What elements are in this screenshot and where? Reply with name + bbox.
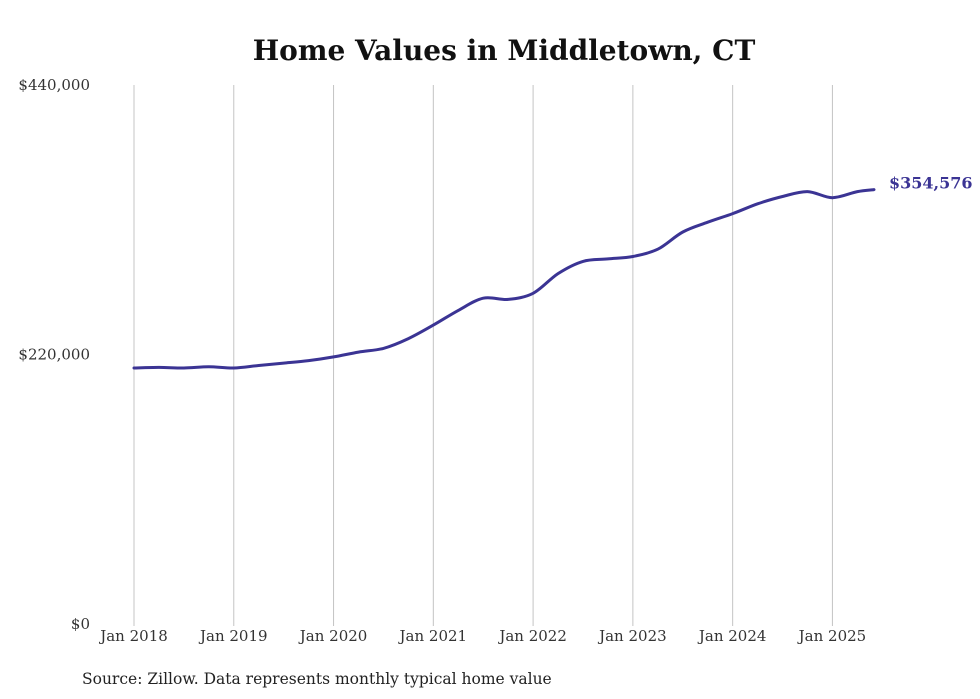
y-tick-label: $220,000 — [18, 346, 90, 364]
x-tick-label: Jan 2023 — [597, 627, 667, 645]
latest-value-label: $354,576 — [889, 174, 973, 193]
x-tick-label: Jan 2020 — [298, 627, 368, 645]
home-value-line — [132, 188, 876, 370]
x-tick-label: Jan 2025 — [797, 627, 867, 645]
x-tick-label: Jan 2024 — [697, 627, 767, 645]
y-axis-ticks: $0 $220,000 $440,000 — [18, 76, 90, 633]
x-tick-label: Jan 2019 — [198, 627, 268, 645]
chart-title: Home Values in Middletown, CT — [253, 34, 756, 67]
source-note: Source: Zillow. Data represents monthly … — [82, 670, 552, 688]
gridlines — [133, 85, 833, 626]
y-tick-label: $440,000 — [18, 76, 90, 94]
x-tick-label: Jan 2022 — [497, 627, 567, 645]
x-tick-label: Jan 2021 — [398, 627, 468, 645]
y-tick-label: $0 — [71, 615, 90, 633]
x-tick-label: Jan 2018 — [98, 627, 168, 645]
x-axis-ticks: Jan 2018 Jan 2019 Jan 2020 Jan 2021 Jan 2022… — [98, 627, 866, 645]
